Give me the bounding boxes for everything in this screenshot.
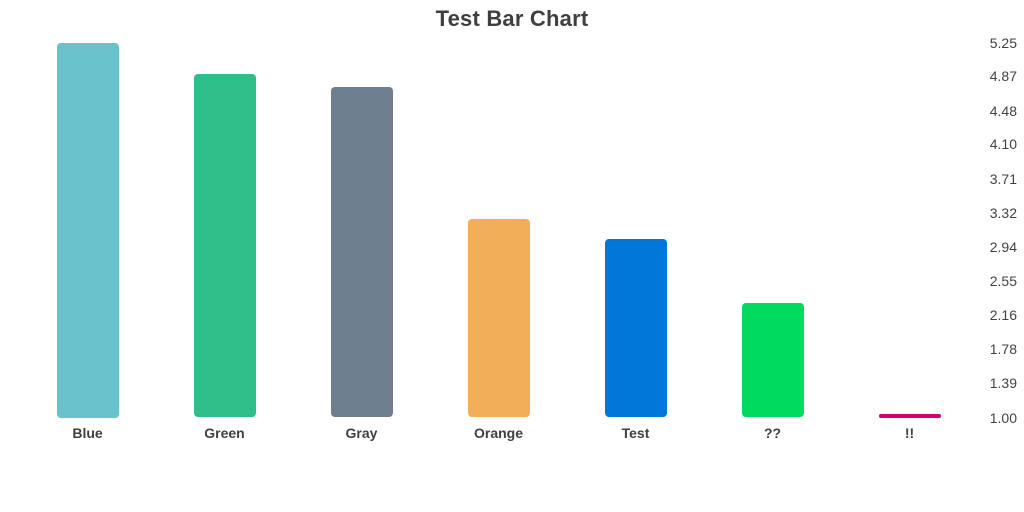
- x-axis-category-label: ??: [763, 425, 782, 441]
- bar: [330, 87, 393, 418]
- y-axis-tick-label: 4.10: [989, 136, 1017, 153]
- y-axis-tick-label: 4.48: [989, 102, 1017, 119]
- bar: [604, 238, 667, 418]
- bar: [878, 413, 941, 418]
- x-axis-category-label: Green: [204, 425, 245, 441]
- y-axis-tick-label: 3.32: [989, 205, 1017, 222]
- y-axis-tick-label: 1.00: [989, 409, 1017, 426]
- y-axis-tick-label: 4.87: [989, 68, 1017, 85]
- x-axis-category-label: Orange: [473, 425, 523, 441]
- y-axis-tick-label: 2.55: [989, 272, 1017, 289]
- y-axis-tick-label: 1.78: [989, 340, 1017, 357]
- bar: [193, 73, 256, 418]
- x-axis-category-label: Test: [621, 425, 650, 441]
- y-axis-tick-label: 1.39: [989, 375, 1017, 392]
- y-axis-tick-label: 5.25: [989, 35, 1017, 51]
- bar: [56, 43, 119, 418]
- bar: [741, 302, 804, 418]
- chart-title: Test Bar Chart: [435, 6, 589, 31]
- y-axis-tick-label: 3.71: [989, 170, 1017, 187]
- x-axis-category-label: !!: [904, 425, 915, 441]
- x-axis-category-label: Blue: [72, 425, 103, 441]
- y-axis-tick-label: 2.94: [989, 238, 1017, 255]
- y-axis-tick-label: 2.16: [989, 307, 1017, 324]
- x-axis-category-label: Gray: [345, 425, 378, 441]
- bar: [467, 219, 530, 418]
